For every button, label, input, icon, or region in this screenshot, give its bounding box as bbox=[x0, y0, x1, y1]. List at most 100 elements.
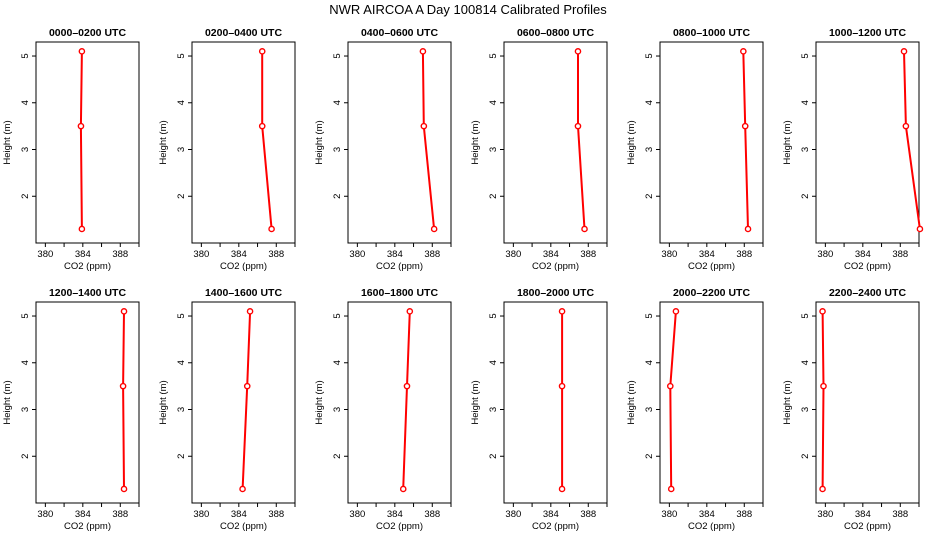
x-axis-label: CO2 (ppm) bbox=[64, 521, 111, 532]
profile-point bbox=[667, 382, 674, 390]
profile-point bbox=[77, 122, 85, 130]
profile-line bbox=[79, 51, 83, 230]
x-tick-label: 380 bbox=[349, 249, 365, 260]
plot-frame bbox=[347, 41, 452, 244]
y-tick-label: 4 bbox=[488, 100, 499, 105]
profile-point bbox=[820, 382, 827, 390]
y-tick-label: 4 bbox=[644, 360, 655, 365]
profile-point bbox=[78, 48, 86, 55]
y-tick-label: 4 bbox=[488, 360, 499, 365]
x-tick-label: 384 bbox=[231, 249, 247, 260]
profile-line bbox=[261, 51, 273, 230]
x-tick-label: 384 bbox=[855, 249, 871, 260]
panel: 0600–0800 UTC 380 384 388 2 3 4 5 CO2 (ppm) Heigh… bbox=[470, 27, 608, 272]
y-tick-label: 5 bbox=[332, 53, 343, 58]
y-tick-label: 3 bbox=[644, 407, 655, 412]
profile-point bbox=[406, 308, 414, 315]
y-tick-label: 3 bbox=[332, 407, 343, 412]
panel-title: 2000–2200 UTC bbox=[673, 287, 750, 299]
y-tick-label: 4 bbox=[800, 100, 811, 105]
y-tick-label: 3 bbox=[176, 147, 187, 152]
plot-frame bbox=[815, 301, 920, 504]
x-axis-label: CO2 (ppm) bbox=[844, 521, 891, 532]
profile-point bbox=[243, 382, 251, 390]
y-tick-label: 5 bbox=[644, 53, 655, 58]
x-axis-label: CO2 (ppm) bbox=[844, 261, 891, 272]
x-tick-label: 388 bbox=[580, 509, 596, 520]
y-tick-label: 4 bbox=[644, 100, 655, 105]
y-tick-label: 5 bbox=[176, 313, 187, 318]
y-tick-label: 3 bbox=[800, 407, 811, 412]
panel: 1200–1400 UTC 380 384 388 2 3 4 5 CO2 (ppm) Heigh… bbox=[2, 287, 140, 532]
x-tick-label: 384 bbox=[387, 249, 403, 260]
profile-point bbox=[403, 382, 411, 390]
plot-frame bbox=[659, 301, 764, 504]
panel: 1600–1800 UTC 380 384 388 2 3 4 5 CO2 (ppm) Heigh… bbox=[314, 287, 452, 532]
x-tick-label: 388 bbox=[112, 509, 128, 520]
y-tick-label: 2 bbox=[800, 454, 811, 459]
panel: 0200–0400 UTC 380 384 388 2 3 4 5 CO2 (ppm) Heigh… bbox=[158, 27, 296, 272]
figure-title: NWR AIRCOA A Day 100814 Calibrated Profi… bbox=[329, 2, 607, 17]
y-tick-label: 4 bbox=[20, 360, 31, 365]
y-axis-label: Height (m) bbox=[158, 380, 169, 424]
plot-frame bbox=[35, 301, 140, 504]
panel-title: 1200–1400 UTC bbox=[49, 287, 126, 299]
plot-frame bbox=[503, 301, 608, 504]
x-tick-label: 388 bbox=[268, 249, 284, 260]
profile-point bbox=[258, 48, 266, 55]
profile-point bbox=[399, 485, 407, 493]
profile-point bbox=[902, 122, 910, 130]
x-tick-label: 388 bbox=[580, 249, 596, 260]
x-tick-label: 380 bbox=[661, 249, 677, 260]
x-axis-label: CO2 (ppm) bbox=[376, 261, 423, 272]
y-tick-label: 3 bbox=[800, 147, 811, 152]
y-axis-label: Height (m) bbox=[314, 120, 325, 164]
x-tick-label: 384 bbox=[855, 509, 871, 520]
x-tick-label: 380 bbox=[37, 509, 53, 520]
x-tick-label: 388 bbox=[892, 249, 908, 260]
profile-point bbox=[420, 122, 428, 130]
panel: 0400–0600 UTC 380 384 388 2 3 4 5 CO2 (ppm) Heigh… bbox=[314, 27, 452, 272]
plot-frame bbox=[503, 41, 608, 244]
plot-frame bbox=[815, 41, 920, 244]
x-tick-label: 388 bbox=[424, 509, 440, 520]
profile-point bbox=[268, 225, 275, 233]
profile-point bbox=[258, 122, 266, 130]
profile-line bbox=[421, 51, 436, 230]
panel-title: 0400–0600 UTC bbox=[361, 27, 438, 39]
panel: 1000–1200 UTC 380 384 388 2 3 4 5 CO2 (ppm) Heigh… bbox=[782, 27, 924, 272]
y-axis-label: Height (m) bbox=[782, 120, 793, 164]
profile-point bbox=[667, 485, 675, 493]
y-tick-label: 5 bbox=[176, 53, 187, 58]
plot-frame bbox=[191, 41, 296, 244]
panel: 0800–1000 UTC 380 384 388 2 3 4 5 CO2 (ppm) Heigh… bbox=[626, 27, 764, 272]
plot-frame bbox=[35, 41, 140, 244]
y-axis-label: Height (m) bbox=[2, 120, 13, 164]
y-tick-label: 3 bbox=[20, 147, 31, 152]
profile-point bbox=[574, 122, 582, 130]
y-tick-label: 5 bbox=[800, 53, 811, 58]
y-axis-label: Height (m) bbox=[626, 380, 637, 424]
y-tick-label: 3 bbox=[644, 147, 655, 152]
profile-point bbox=[900, 48, 908, 55]
panel-title: 1400–1600 UTC bbox=[205, 287, 282, 299]
profile-point bbox=[819, 308, 826, 315]
y-axis-label: Height (m) bbox=[470, 120, 481, 164]
profile-point bbox=[574, 48, 582, 55]
x-tick-label: 380 bbox=[661, 509, 677, 520]
x-tick-label: 384 bbox=[75, 509, 91, 520]
y-tick-label: 5 bbox=[332, 313, 343, 318]
panel-title: 2200–2400 UTC bbox=[829, 287, 906, 299]
panel: 2200–2400 UTC 380 384 388 2 3 4 5 CO2 (ppm) Heigh… bbox=[782, 287, 920, 532]
profile-point bbox=[744, 225, 752, 233]
x-tick-label: 384 bbox=[387, 509, 403, 520]
y-tick-label: 2 bbox=[800, 194, 811, 199]
y-tick-label: 2 bbox=[20, 454, 31, 459]
y-tick-label: 5 bbox=[488, 53, 499, 58]
y-tick-label: 2 bbox=[644, 194, 655, 199]
x-tick-label: 384 bbox=[543, 249, 559, 260]
x-tick-label: 388 bbox=[736, 249, 752, 260]
y-tick-label: 4 bbox=[176, 360, 187, 365]
y-tick-label: 2 bbox=[20, 194, 31, 199]
